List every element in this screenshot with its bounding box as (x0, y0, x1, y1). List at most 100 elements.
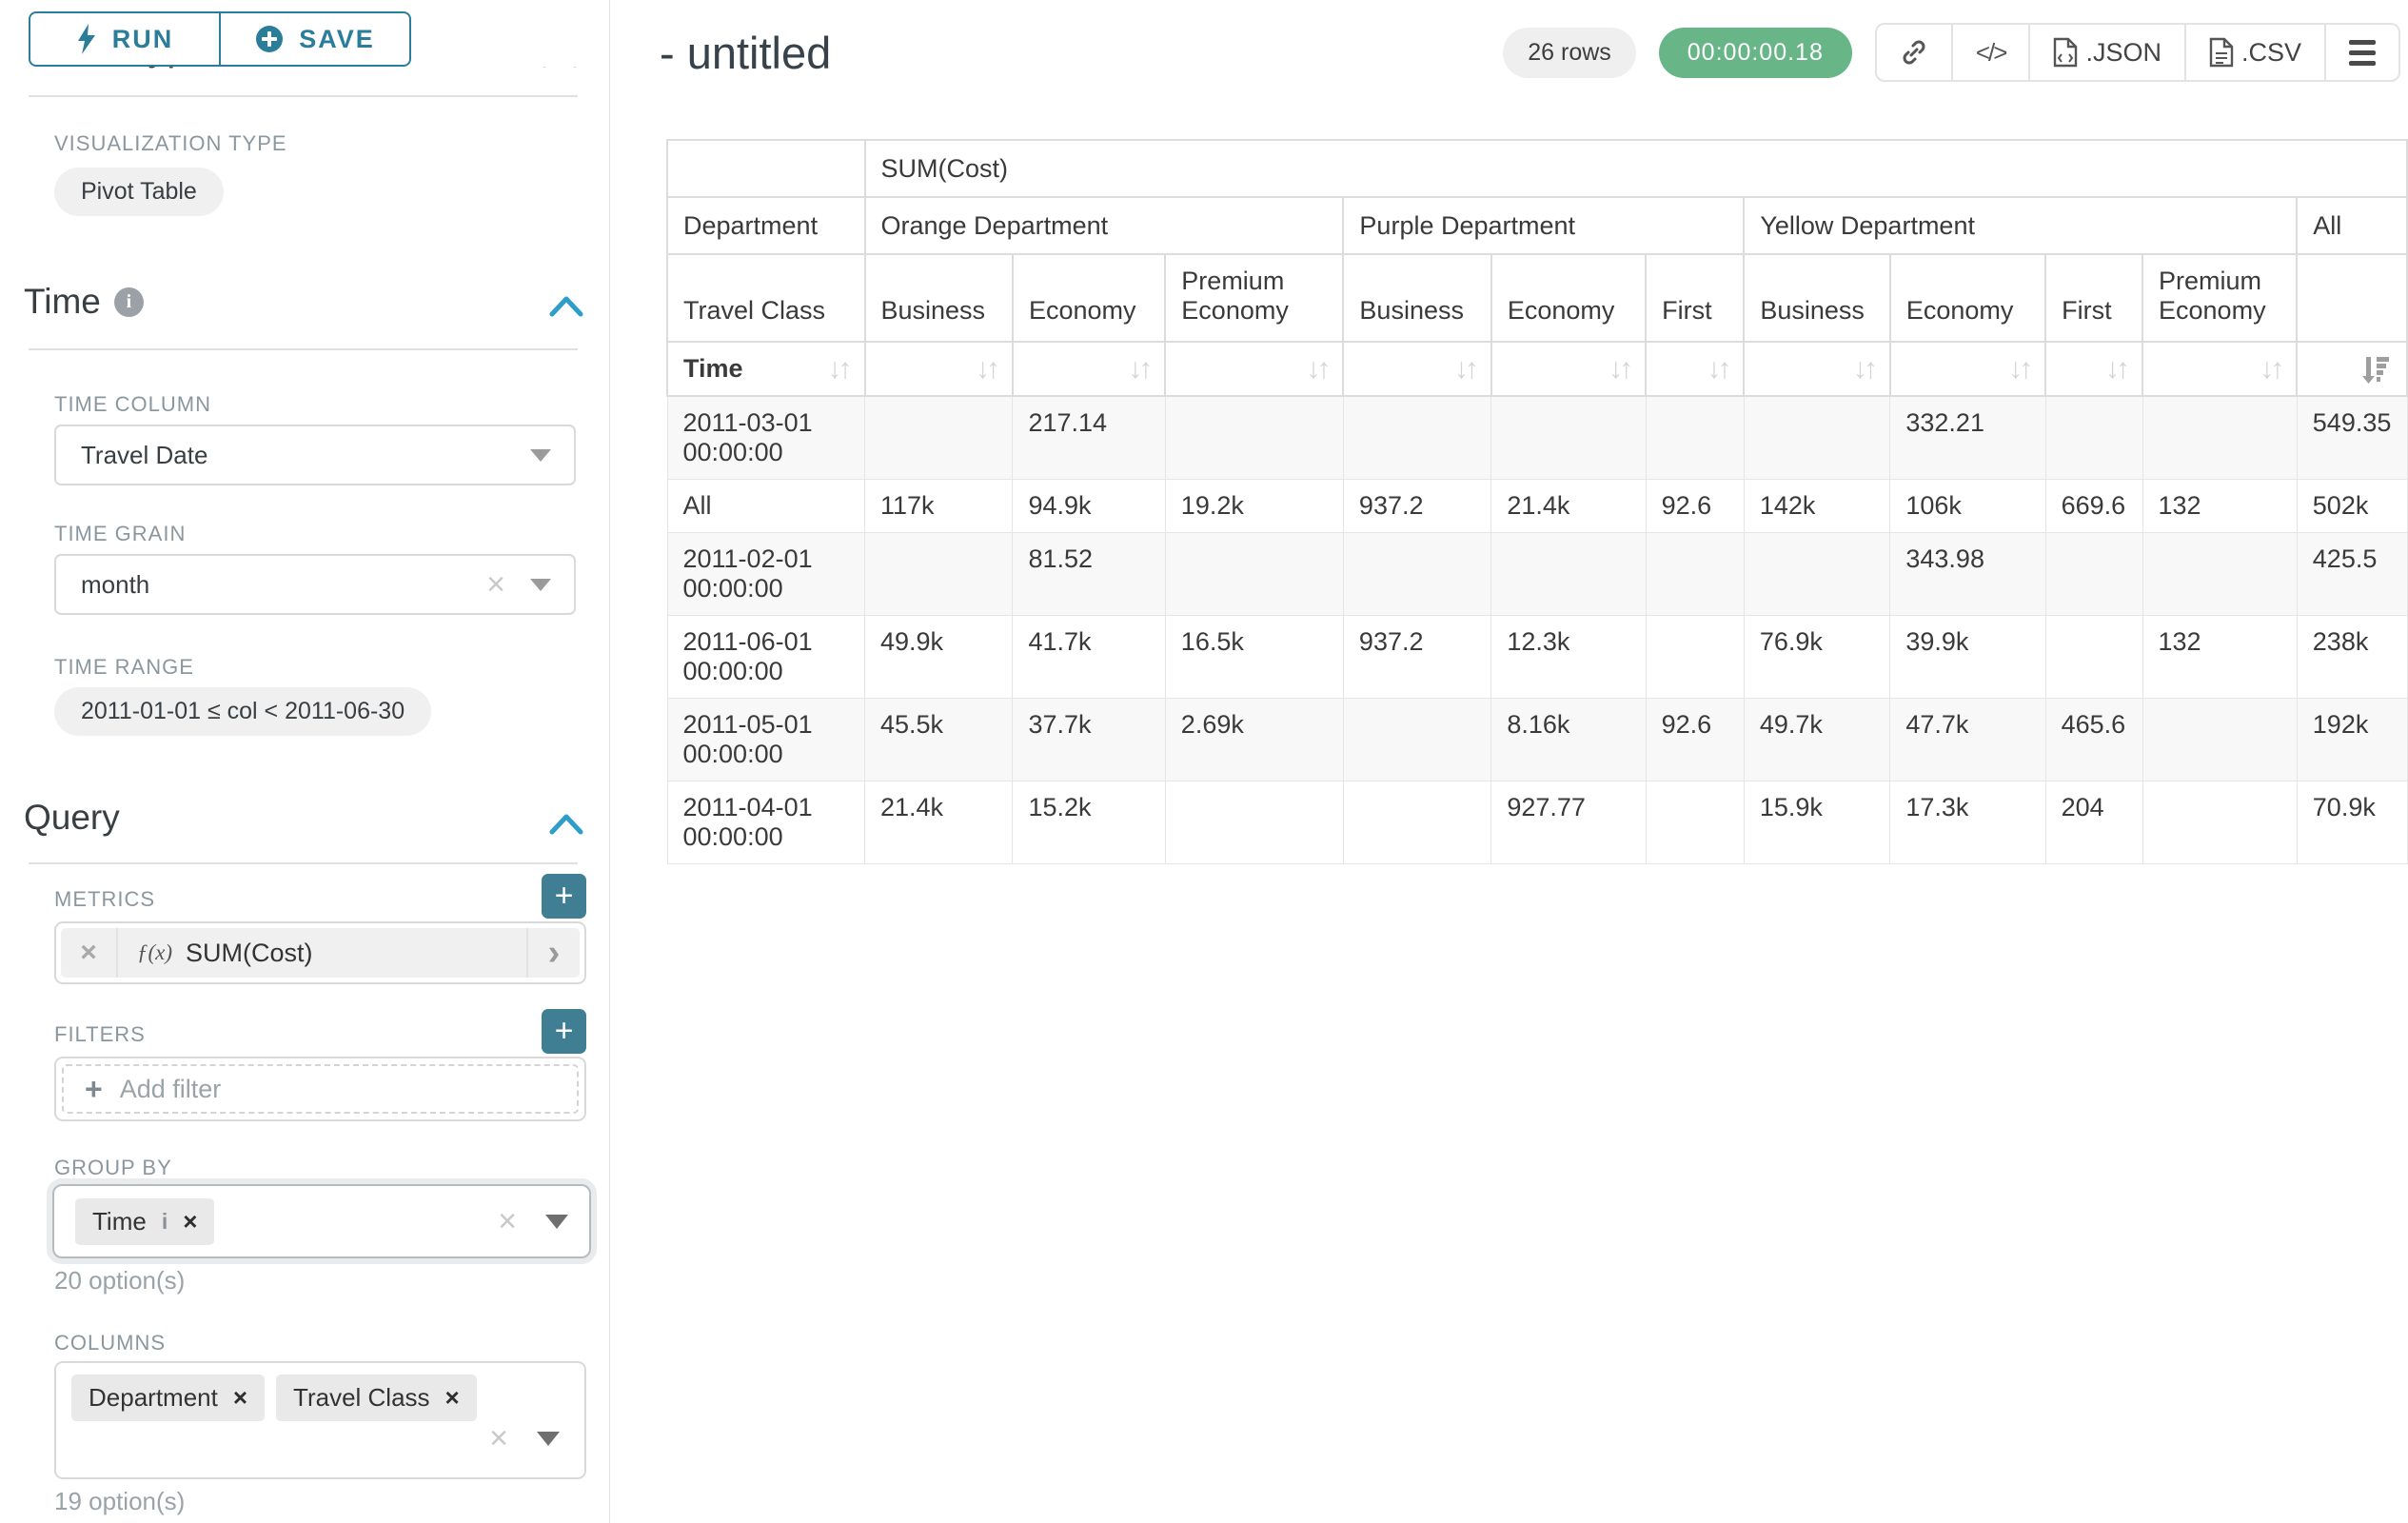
chevron-down-icon (530, 448, 551, 462)
table-row: 2011-05-01 00:00:00 45.5k 37.7k 2.69k 8.16k 9… (666, 698, 2408, 781)
value-cell (863, 532, 1014, 616)
columns-tag: Travel Class × (276, 1375, 477, 1421)
value-cell (1164, 532, 1344, 616)
add-filter-plus-button[interactable]: + (542, 1009, 586, 1054)
sort-header-cell[interactable]: ↓↑ (1011, 341, 1167, 397)
remove-tag-icon[interactable]: × (232, 1383, 248, 1412)
value-cell (2044, 615, 2143, 699)
metrics-label: METRICS (54, 887, 155, 911)
remove-tag-icon[interactable]: × (444, 1383, 460, 1412)
metric-pill[interactable]: × ƒ(x) SUM(Cost) › (61, 928, 580, 978)
value-cell (1490, 532, 1647, 616)
export-json-button[interactable]: .JSON (2030, 25, 2186, 80)
group-by-select[interactable]: Time i × × (52, 1184, 591, 1258)
metric-header-cell: SUM(Cost) (863, 139, 2408, 198)
value-cell: 132 (2142, 479, 2298, 533)
value-cell: 15.2k (1012, 781, 1166, 864)
menu-button[interactable] (2326, 25, 2398, 80)
columns-tag: Department × (71, 1375, 266, 1421)
chevron-right-icon[interactable]: › (526, 928, 580, 978)
value-cell: 142k (1743, 479, 1891, 533)
time-collapse-chevron-icon[interactable] (548, 293, 584, 318)
sort-icon: ↓↑ (2008, 352, 2033, 385)
function-icon: ƒ(x) (137, 940, 173, 964)
travel-class-header-cell: Business (863, 253, 1014, 343)
department-header-cell: Purple Department (1342, 196, 1746, 255)
sort-icon: ↓↑ (1128, 352, 1153, 385)
sort-header-cell[interactable]: ↓↑ (2142, 341, 2299, 397)
sort-header-cell[interactable]: ↓↑ (1888, 341, 2047, 397)
time-column-select[interactable]: Travel Date (54, 425, 576, 485)
value-cell: 49.9k (863, 615, 1014, 699)
visualization-type-value[interactable]: Pivot Table (54, 168, 224, 216)
time-grain-select[interactable]: month × (54, 554, 576, 615)
value-cell: 106k (1889, 479, 2046, 533)
view-query-button[interactable]: </> (1953, 25, 2031, 80)
travel-class-header-cell: Economy (1490, 253, 1648, 343)
value-cell: 238k (2296, 615, 2408, 699)
table-row: 2011-04-01 00:00:00 21.4k 15.2k 927.77 15.9k… (666, 781, 2408, 864)
value-cell: 502k (2296, 479, 2408, 533)
value-cell: 937.2 (1342, 479, 1492, 533)
export-csv-button[interactable]: .CSV (2186, 25, 2326, 80)
chart-panel: - untitled 26 rows 00:00:00.18 </> (610, 0, 2408, 1523)
sort-header-cell[interactable]: ↓↑ (2044, 341, 2144, 397)
save-button[interactable]: SAVE (220, 11, 411, 67)
value-cell (863, 395, 1014, 480)
value-cell (1164, 395, 1344, 480)
travel-class-header-cell: First (2044, 253, 2144, 343)
sort-icon: ↓↑ (1609, 352, 1633, 385)
remove-metric-icon[interactable]: × (61, 928, 118, 978)
sort-header-cell[interactable]: ↓↑ (1164, 341, 1345, 397)
sort-header-cell[interactable]: ↓↑ (1743, 341, 1891, 397)
time-range-label: TIME RANGE (54, 655, 194, 679)
value-cell: 37.7k (1012, 698, 1166, 781)
columns-select[interactable]: Department × Travel Class × × (54, 1361, 586, 1479)
hamburger-icon (2349, 39, 2376, 66)
value-cell: 41.7k (1012, 615, 1166, 699)
travel-class-header-cell: Economy (1888, 253, 2047, 343)
run-button[interactable]: RUN (29, 11, 220, 67)
row-count-badge: 26 rows (1503, 27, 1636, 78)
value-cell: 49.7k (1743, 698, 1891, 781)
add-metric-button[interactable]: + (542, 874, 586, 919)
travel-class-header-cell: Economy (1011, 253, 1167, 343)
travel-class-axis-label: Travel Class (666, 253, 866, 343)
group-by-label: GROUP BY (54, 1156, 172, 1179)
query-collapse-chevron-icon[interactable] (548, 811, 584, 836)
sort-header-cell[interactable]: ↓↑ (1490, 341, 1648, 397)
sort-header-cell[interactable]: ↓↑ (863, 341, 1014, 397)
clear-icon[interactable]: × (489, 1420, 508, 1456)
chevron-down-icon (530, 578, 551, 591)
info-icon[interactable]: i (113, 287, 144, 317)
row-label-cell: 2011-04-01 00:00:00 (666, 781, 865, 864)
row-dimension-sort-cell[interactable]: Time ↓↑ (666, 341, 866, 397)
value-cell: 92.6 (1645, 479, 1745, 533)
link-icon (1903, 40, 1925, 65)
share-link-button[interactable] (1877, 25, 1953, 80)
value-cell: 2.69k (1164, 698, 1344, 781)
department-axis-label: Department (666, 196, 866, 255)
table-row: 2011-06-01 00:00:00 49.9k 41.7k 16.5k 937.2 1… (666, 615, 2408, 699)
sort-icon: ↓↑ (975, 352, 1000, 385)
page-title[interactable]: - untitled (660, 28, 832, 78)
clear-icon[interactable]: × (486, 566, 505, 603)
value-cell (1342, 698, 1492, 781)
pivot-table: SUM(Cost) Department Orange Department Purp… (666, 139, 2408, 864)
remove-tag-icon[interactable]: × (183, 1206, 198, 1236)
add-filter-button[interactable]: + Add filter (62, 1064, 579, 1114)
value-cell (1342, 781, 1492, 864)
sort-header-cell-active[interactable] (2296, 341, 2408, 397)
sort-header-cell[interactable]: ↓↑ (1342, 341, 1492, 397)
json-file-icon (2054, 37, 2078, 68)
value-cell: 21.4k (863, 781, 1014, 864)
clear-icon[interactable]: × (498, 1203, 517, 1239)
sort-header-cell[interactable]: ↓↑ (1645, 341, 1746, 397)
time-range-value[interactable]: 2011-01-01 ≤ col < 2011-06-30 (54, 687, 432, 736)
value-cell (1743, 395, 1891, 480)
info-icon[interactable]: i (161, 1208, 168, 1234)
sort-icon: ↓↑ (1306, 352, 1331, 385)
csv-file-icon (2209, 37, 2234, 68)
value-cell: 76.9k (1743, 615, 1891, 699)
chevron-down-icon (537, 1431, 560, 1446)
